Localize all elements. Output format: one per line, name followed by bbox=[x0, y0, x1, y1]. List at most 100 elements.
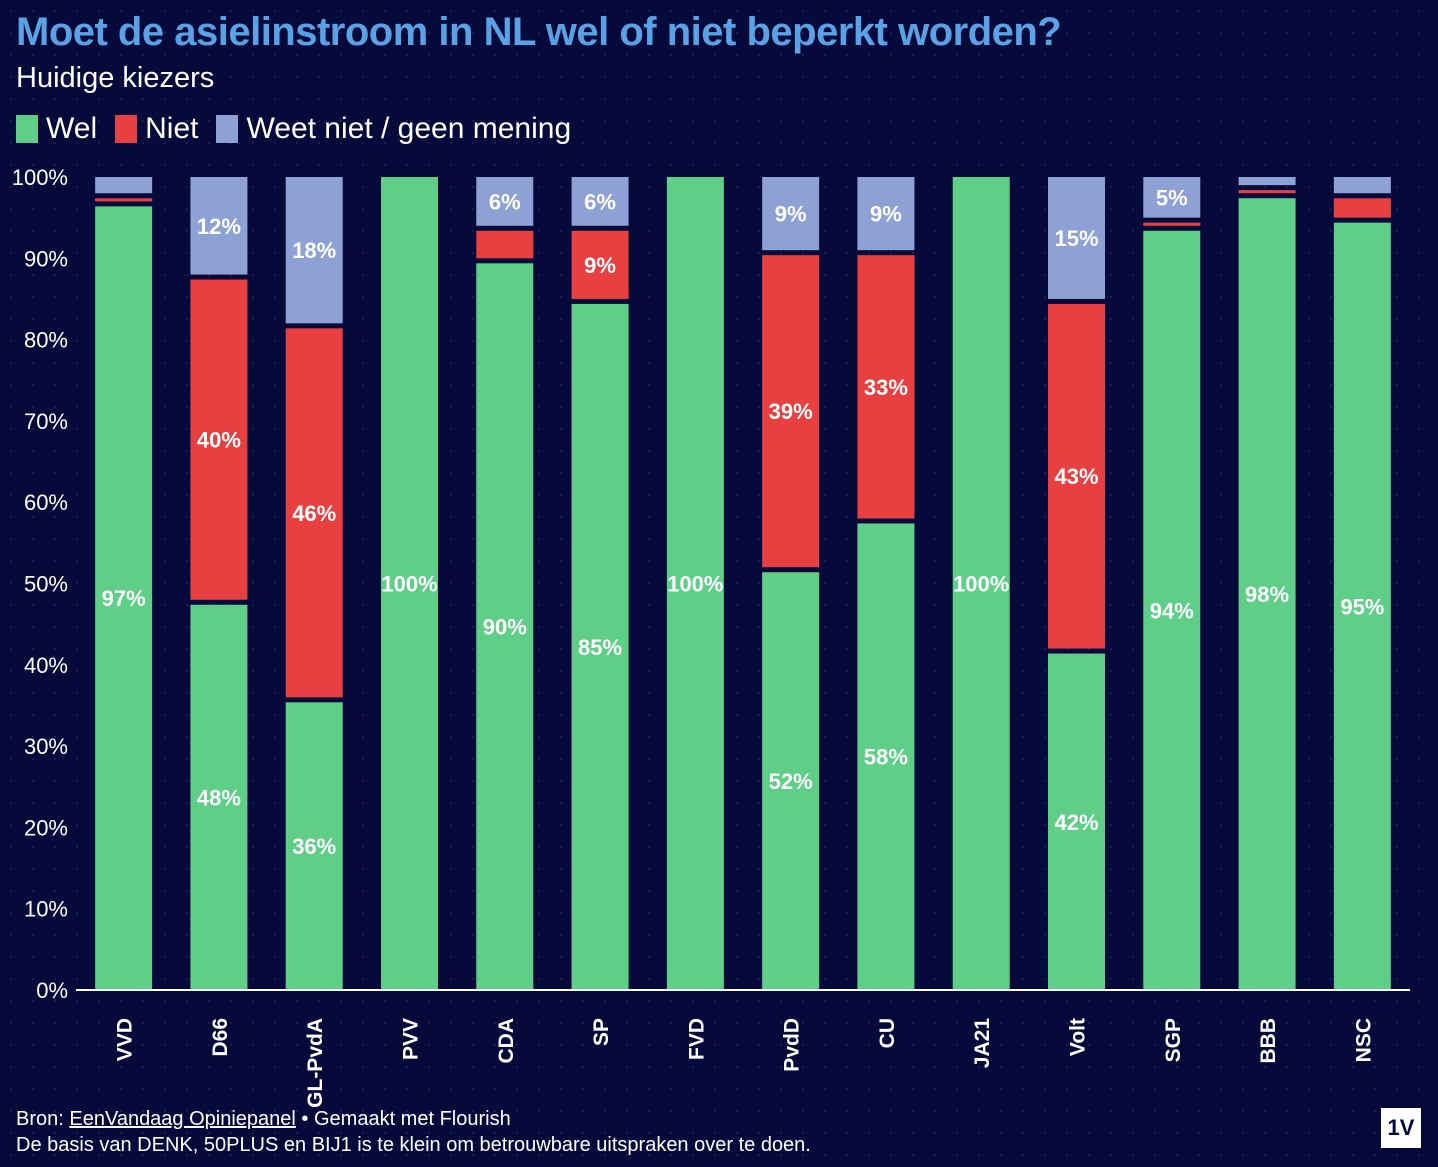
data-label: 5% bbox=[1156, 185, 1188, 210]
y-tick-label: 70% bbox=[24, 409, 68, 434]
y-tick-label: 100% bbox=[12, 165, 68, 190]
data-label: 100% bbox=[667, 572, 723, 597]
chart-title: Moet de asielinstroom in NL wel of niet … bbox=[16, 10, 1062, 54]
x-tick-label: Volt bbox=[1067, 1018, 1090, 1056]
y-tick-label: 10% bbox=[24, 897, 68, 922]
data-label: 43% bbox=[1054, 464, 1098, 489]
data-label: 90% bbox=[483, 615, 527, 640]
data-label: 48% bbox=[197, 785, 241, 810]
legend-item-niet[interactable]: Niet bbox=[115, 112, 198, 146]
x-tick-label: PVV bbox=[400, 1018, 423, 1060]
data-label: 52% bbox=[769, 769, 813, 794]
bar-wel-pvdd bbox=[762, 572, 820, 990]
bar-weet-cda bbox=[476, 177, 534, 226]
y-tick-label: 80% bbox=[24, 328, 68, 353]
bar-niet-cda bbox=[476, 230, 534, 259]
bar-wel-pvv bbox=[381, 177, 438, 990]
data-label: 18% bbox=[292, 238, 336, 263]
x-tick-label: VVD bbox=[114, 1018, 137, 1061]
y-tick-label: 20% bbox=[24, 815, 68, 840]
data-label: 9% bbox=[584, 253, 616, 278]
data-label: 100% bbox=[381, 572, 437, 597]
legend-label-wel: Wel bbox=[46, 112, 98, 145]
bar-weet-cu bbox=[857, 177, 915, 251]
data-label: 94% bbox=[1150, 598, 1194, 623]
y-tick-label: 90% bbox=[24, 246, 68, 271]
data-label: 9% bbox=[775, 202, 807, 227]
data-label: 36% bbox=[292, 834, 336, 859]
x-tick-label: PvdD bbox=[781, 1018, 804, 1072]
bar-wel-volt bbox=[1048, 653, 1105, 990]
y-tick-label: 50% bbox=[24, 572, 68, 597]
data-label: 95% bbox=[1340, 594, 1384, 619]
legend-swatch-weet-niet bbox=[216, 115, 239, 143]
bar-wel-vvd bbox=[95, 206, 153, 990]
bar-niet-volt bbox=[1048, 303, 1105, 649]
data-label: 6% bbox=[584, 189, 616, 214]
data-label: 33% bbox=[864, 375, 908, 400]
bar-niet-pvdd bbox=[762, 255, 820, 568]
bar-weet-gl-pvda bbox=[285, 177, 343, 324]
y-tick-label: 40% bbox=[24, 653, 68, 678]
y-tick-label: 60% bbox=[24, 490, 68, 515]
bar-weet-volt bbox=[1048, 177, 1105, 299]
data-label: 6% bbox=[489, 189, 521, 214]
bar-weet-bbb bbox=[1238, 177, 1296, 186]
footer-note: De basis van DENK, 50PLUS en BIJ1 is te … bbox=[16, 1134, 811, 1156]
bar-weet-sgp bbox=[1143, 177, 1201, 218]
y-tick-label: 0% bbox=[36, 978, 68, 1003]
made-with-text: • Gemaakt met Flourish bbox=[301, 1108, 511, 1130]
legend-swatch-wel bbox=[16, 115, 38, 143]
data-label: 100% bbox=[953, 572, 1009, 597]
bar-niet-sgp bbox=[1143, 222, 1201, 226]
data-label: 12% bbox=[197, 214, 241, 239]
y-tick-label: 30% bbox=[24, 734, 68, 759]
chart-subtitle: Huidige kiezers bbox=[16, 62, 215, 94]
data-label: 39% bbox=[769, 399, 813, 424]
bar-wel-sp bbox=[571, 303, 629, 990]
source-line: Bron: EenVandaag Opiniepanel • Gemaakt m… bbox=[16, 1106, 811, 1132]
data-label: 46% bbox=[292, 501, 336, 526]
bar-niet-gl-pvda bbox=[285, 328, 343, 698]
data-label: 42% bbox=[1054, 810, 1098, 835]
bar-niet-d66 bbox=[190, 279, 248, 600]
bar-wel-cda bbox=[476, 263, 534, 990]
source-link[interactable]: EenVandaag Opiniepanel bbox=[69, 1108, 296, 1130]
x-tick-label: SGP bbox=[1162, 1018, 1185, 1062]
legend-item-wel[interactable]: Wel bbox=[16, 112, 97, 146]
x-tick-label: GL-PvdA bbox=[304, 1018, 327, 1108]
legend-item-weet-niet[interactable]: Weet niet / geen mening bbox=[216, 112, 571, 146]
x-tick-label: CDA bbox=[495, 1018, 518, 1064]
bar-weet-vvd bbox=[95, 177, 153, 194]
legend: Wel Niet Weet niet / geen mening bbox=[16, 112, 571, 146]
bar-wel-gl-pvda bbox=[285, 702, 343, 990]
data-label: 98% bbox=[1245, 582, 1289, 607]
bar-niet-vvd bbox=[95, 198, 153, 202]
x-tick-label: D66 bbox=[209, 1018, 232, 1057]
bar-niet-cu bbox=[857, 255, 915, 519]
bar-niet-bbb bbox=[1238, 190, 1296, 194]
data-label: 9% bbox=[870, 202, 902, 227]
x-tick-label: FVD bbox=[685, 1018, 708, 1060]
bar-niet-nsc bbox=[1333, 198, 1391, 218]
bar-weet-nsc bbox=[1333, 177, 1391, 194]
data-label: 97% bbox=[102, 586, 146, 611]
bar-weet-sp bbox=[571, 177, 629, 226]
eenvandaag-logo: 1V bbox=[1381, 1108, 1421, 1148]
x-tick-label: CU bbox=[876, 1018, 899, 1048]
bar-wel-cu bbox=[857, 523, 915, 990]
legend-swatch-niet bbox=[115, 115, 138, 143]
data-label: 40% bbox=[197, 428, 241, 453]
x-tick-label: JA21 bbox=[971, 1018, 994, 1069]
x-tick-label: NSC bbox=[1352, 1018, 1375, 1062]
source-prefix: Bron: bbox=[16, 1108, 64, 1130]
x-tick-label: SP bbox=[590, 1018, 613, 1046]
bar-wel-sgp bbox=[1143, 230, 1201, 990]
data-label: 15% bbox=[1054, 226, 1098, 251]
bar-niet-sp bbox=[571, 230, 629, 299]
data-label: 85% bbox=[578, 635, 622, 660]
bar-wel-ja21 bbox=[952, 177, 1010, 990]
legend-label-niet: Niet bbox=[145, 112, 199, 145]
bar-weet-pvdd bbox=[762, 177, 820, 251]
